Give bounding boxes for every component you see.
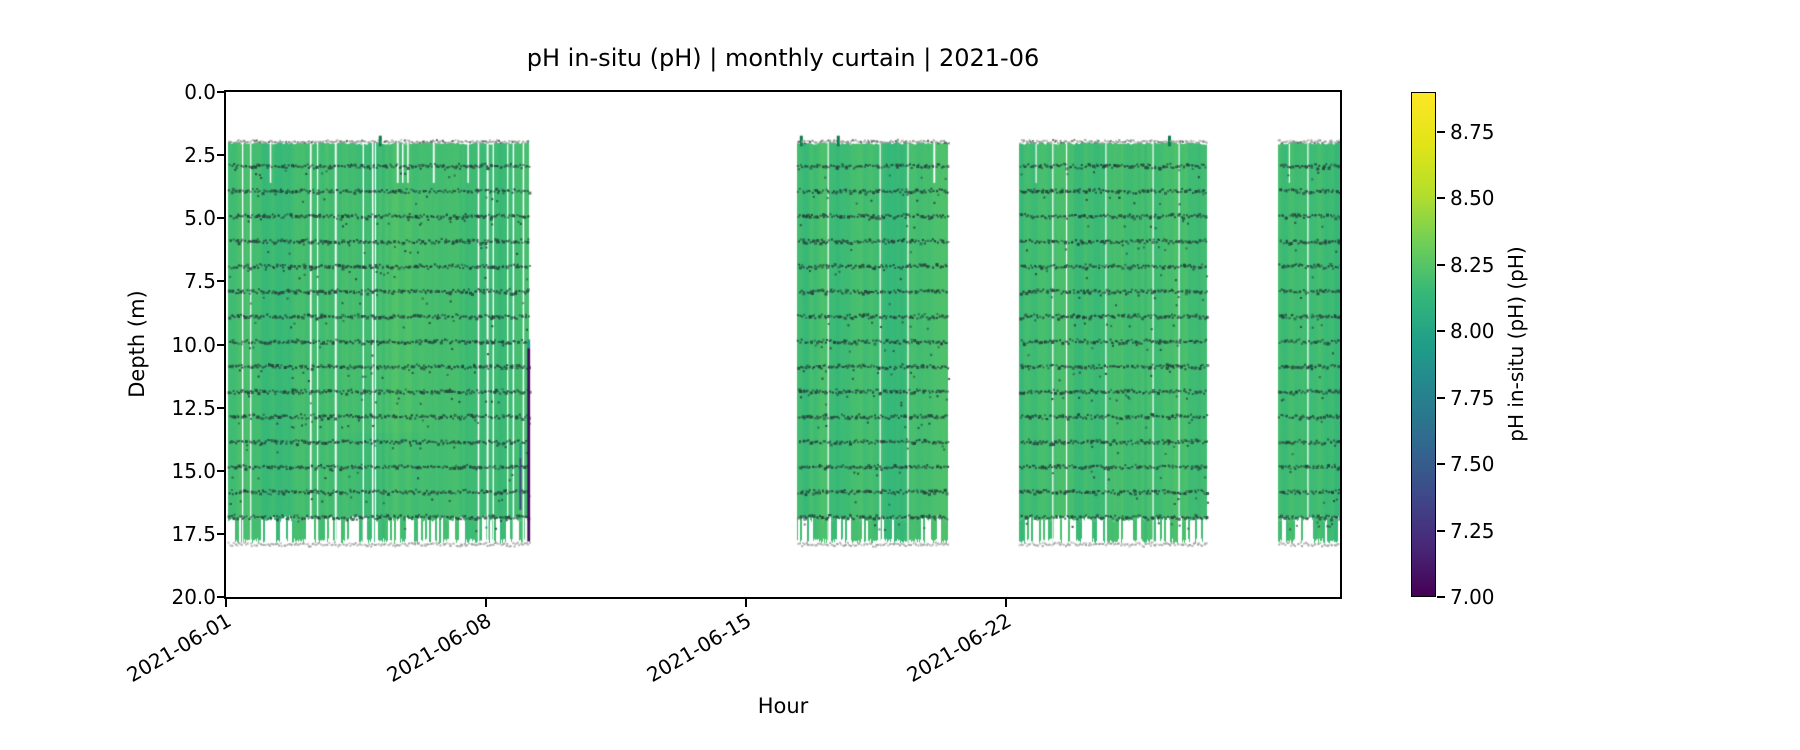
x-tick-mark: [225, 599, 227, 607]
x-tick-label: 2021-06-22: [902, 608, 1015, 687]
colorbar-tick-mark: [1437, 529, 1445, 532]
colorbar-tick-mark: [1437, 463, 1445, 466]
axes-frame: [224, 90, 1342, 599]
y-tick-label: 10.0: [171, 332, 216, 357]
chart-title: pH in-situ (pH) | monthly curtain | 2021…: [526, 44, 1040, 72]
x-tick-mark: [1004, 599, 1007, 607]
colorbar: [1411, 92, 1436, 597]
y-tick-mark: [217, 596, 225, 598]
colorbar-tick-label: 8.50: [1450, 186, 1495, 211]
colorbar-tick-mark: [1437, 197, 1445, 200]
colorbar-tick-mark: [1437, 330, 1445, 333]
colorbar-tick-mark: [1437, 263, 1445, 266]
y-tick-mark: [217, 91, 225, 93]
colorbar-tick-mark: [1437, 596, 1445, 598]
x-tick-mark: [484, 599, 487, 607]
curtain-heatmap-canvas: [226, 92, 1340, 597]
y-tick-mark: [217, 154, 225, 157]
x-tick-label: 2021-06-01: [122, 608, 235, 687]
colorbar-tick-label: 7.00: [1450, 585, 1495, 609]
x-tick-label: 2021-06-15: [642, 608, 755, 687]
colorbar-tick-label: 8.75: [1450, 119, 1495, 144]
x-axis-label: Hour: [757, 694, 809, 718]
y-tick-mark: [217, 532, 225, 535]
x-tick-label: 2021-06-08: [382, 608, 495, 687]
y-tick-label: 2.5: [184, 143, 216, 168]
y-tick-mark: [217, 406, 225, 409]
y-tick-mark: [217, 217, 225, 220]
y-tick-label: 7.5: [184, 269, 216, 294]
x-tick-mark: [744, 599, 747, 607]
colorbar-tick-label: 7.50: [1450, 452, 1495, 477]
y-axis-label: Depth (m): [125, 290, 149, 398]
colorbar-tick-label: 8.00: [1450, 319, 1495, 344]
y-tick-label: 20.0: [171, 585, 216, 609]
y-tick-label: 0.0: [184, 80, 216, 104]
y-tick-label: 5.0: [184, 206, 216, 231]
y-tick-mark: [217, 469, 225, 472]
colorbar-tick-label: 7.25: [1450, 518, 1495, 543]
colorbar-tick-label: 8.25: [1450, 252, 1495, 277]
y-tick-mark: [217, 343, 225, 346]
colorbar-label: pH in-situ (pH) (pH): [1504, 246, 1528, 442]
y-tick-label: 17.5: [171, 521, 216, 546]
y-tick-label: 12.5: [171, 395, 216, 420]
y-tick-label: 15.0: [171, 458, 216, 483]
y-tick-mark: [217, 280, 225, 283]
colorbar-tick-mark: [1437, 396, 1445, 399]
colorbar-tick-mark: [1437, 130, 1445, 133]
colorbar-tick-label: 7.75: [1450, 385, 1495, 410]
